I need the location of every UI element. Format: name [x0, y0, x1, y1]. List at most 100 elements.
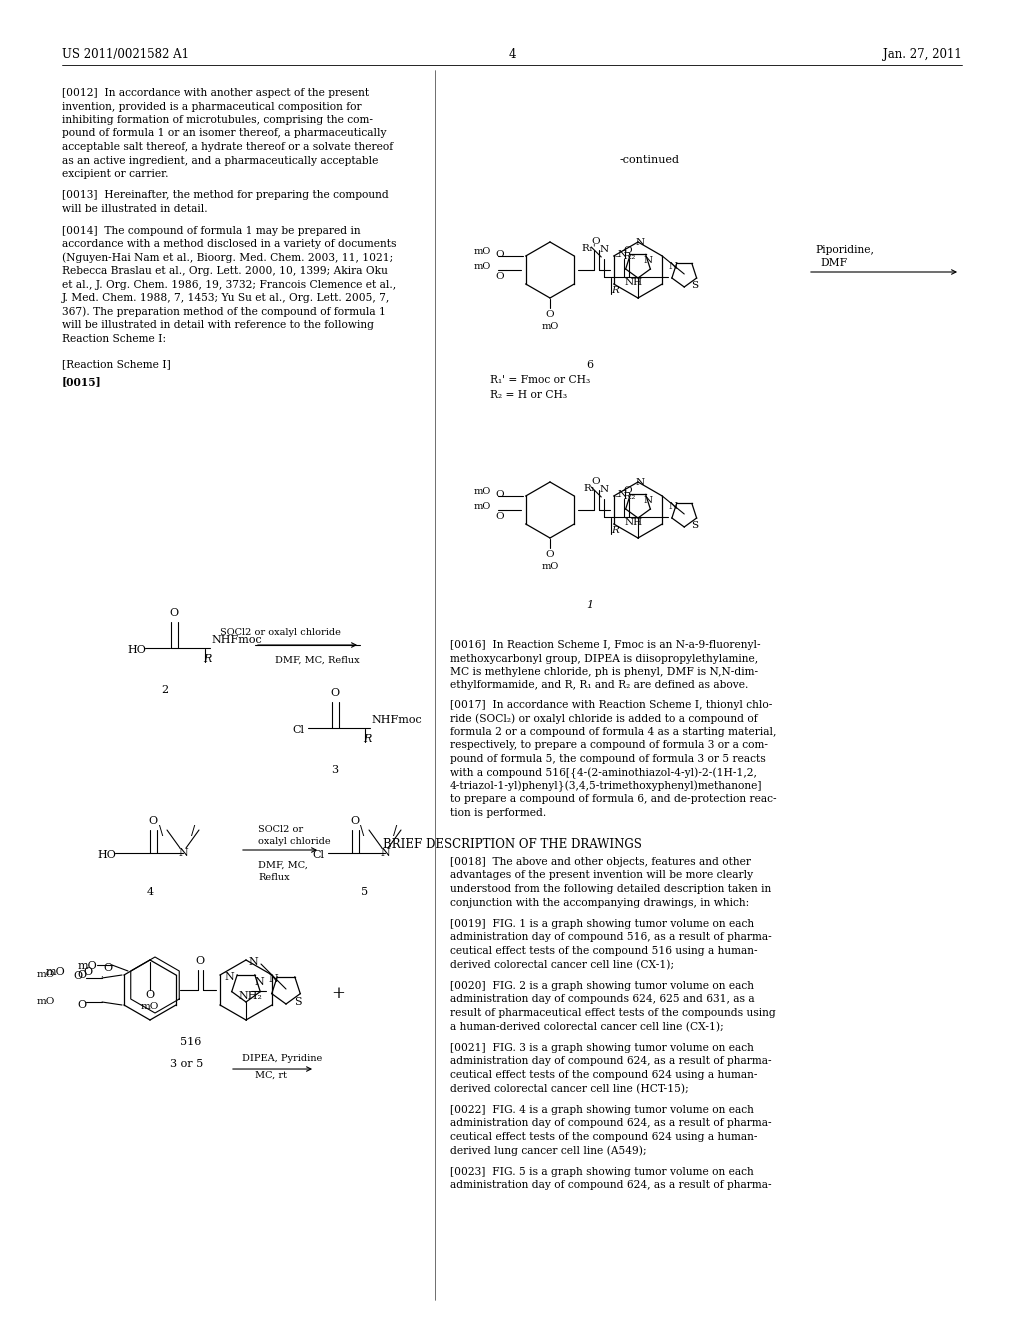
Text: Reflux: Reflux	[258, 873, 290, 882]
Text: R: R	[203, 653, 211, 664]
Text: 2: 2	[162, 685, 169, 696]
Text: ceutical effect tests of the compound 516 using a human-: ceutical effect tests of the compound 51…	[450, 946, 758, 956]
Text: NH: NH	[624, 517, 642, 527]
Text: – R₂: – R₂	[615, 492, 636, 502]
Text: accordance with a method disclosed in a variety of documents: accordance with a method disclosed in a …	[62, 239, 396, 249]
Text: 1: 1	[587, 601, 594, 610]
Text: N: N	[600, 484, 609, 494]
Text: 5: 5	[361, 887, 369, 898]
Text: R₁': R₁'	[582, 244, 597, 253]
Text: NHFmoc: NHFmoc	[371, 715, 422, 725]
Text: [0012]  In accordance with another aspect of the present: [0012] In accordance with another aspect…	[62, 88, 369, 98]
Text: R₁' = Fmoc or CH₃: R₁' = Fmoc or CH₃	[490, 375, 590, 385]
Text: N: N	[636, 238, 645, 247]
Text: /: /	[393, 825, 397, 838]
Text: N: N	[618, 490, 627, 499]
Text: O: O	[495, 249, 504, 259]
Text: [0022]  FIG. 4 is a graph showing tumor volume on each: [0022] FIG. 4 is a graph showing tumor v…	[450, 1105, 754, 1115]
Text: mO: mO	[542, 322, 559, 331]
Text: N: N	[380, 847, 390, 858]
Text: [0018]  The above and other objects, features and other: [0018] The above and other objects, feat…	[450, 857, 751, 867]
Text: N: N	[600, 246, 609, 253]
Text: tion is performed.: tion is performed.	[450, 808, 546, 818]
Text: O: O	[546, 310, 554, 319]
Text: administration day of compound 516, as a result of pharma-: administration day of compound 516, as a…	[450, 932, 772, 942]
Text: O: O	[73, 972, 82, 981]
Text: will be illustrated in detail.: will be illustrated in detail.	[62, 205, 208, 214]
Text: mO: mO	[45, 968, 65, 977]
Text: MC, rt: MC, rt	[255, 1071, 287, 1080]
Text: (Nguyen-Hai Nam et al., Bioorg. Med. Chem. 2003, 11, 1021;: (Nguyen-Hai Nam et al., Bioorg. Med. Che…	[62, 252, 393, 263]
Text: N: N	[248, 957, 258, 968]
Text: [0023]  FIG. 5 is a graph showing tumor volume on each: [0023] FIG. 5 is a graph showing tumor v…	[450, 1167, 754, 1177]
Text: NHFmoc: NHFmoc	[211, 635, 262, 645]
Text: 4: 4	[146, 887, 154, 898]
Text: respectively, to prepare a compound of formula 3 or a com-: respectively, to prepare a compound of f…	[450, 741, 768, 751]
Text: ceutical effect tests of the compound 624 using a human-: ceutical effect tests of the compound 62…	[450, 1133, 758, 1142]
Text: will be illustrated in detail with reference to the following: will be illustrated in detail with refer…	[62, 319, 374, 330]
Text: O: O	[148, 816, 158, 826]
Text: DMF: DMF	[820, 257, 847, 268]
Text: N: N	[178, 847, 187, 858]
Text: pound of formula 5, the compound of formula 3 or 5 reacts: pound of formula 5, the compound of form…	[450, 754, 766, 764]
Text: with a compound 516[{4-(2-aminothiazol-4-yl)-2-(1H-1,2,: with a compound 516[{4-(2-aminothiazol-4…	[450, 767, 757, 779]
Text: pound of formula 1 or an isomer thereof, a pharmaceutically: pound of formula 1 or an isomer thereof,…	[62, 128, 386, 139]
Text: N: N	[636, 478, 645, 487]
Text: [0019]  FIG. 1 is a graph showing tumor volume on each: [0019] FIG. 1 is a graph showing tumor v…	[450, 919, 754, 929]
Text: NH₂: NH₂	[238, 991, 262, 1001]
Text: N: N	[224, 972, 233, 982]
Text: +: +	[331, 985, 345, 1002]
Text: O: O	[495, 272, 504, 281]
Text: – R₂: – R₂	[615, 252, 636, 261]
Text: Cl: Cl	[312, 850, 324, 861]
Text: O: O	[592, 477, 600, 486]
Text: formula 2 or a compound of formula 4 as a starting material,: formula 2 or a compound of formula 4 as …	[450, 727, 776, 737]
Text: HO: HO	[97, 850, 116, 861]
Text: N: N	[644, 496, 653, 506]
Text: derived lung cancer cell line (A549);: derived lung cancer cell line (A549);	[450, 1146, 646, 1156]
Text: Jan. 27, 2011: Jan. 27, 2011	[884, 48, 962, 61]
Text: result of pharmaceutical effect tests of the compounds using: result of pharmaceutical effect tests of…	[450, 1008, 776, 1018]
Text: administration day of compound 624, as a result of pharma-: administration day of compound 624, as a…	[450, 1056, 772, 1067]
Text: 4-triazol-1-yl)phenyl}(3,4,5-trimethoxyphenyl)methanone]: 4-triazol-1-yl)phenyl}(3,4,5-trimethoxyp…	[450, 781, 763, 792]
Text: derived colorectal cancer cell line (CX-1);: derived colorectal cancer cell line (CX-…	[450, 960, 674, 970]
Text: R: R	[611, 525, 620, 535]
Text: S: S	[691, 281, 698, 290]
Text: methoxycarbonyl group, DIPEA is diisopropylethylamine,: methoxycarbonyl group, DIPEA is diisopro…	[450, 653, 758, 664]
Text: /: /	[191, 825, 196, 838]
Text: mO: mO	[474, 247, 492, 256]
Text: DMF, MC,: DMF, MC,	[258, 861, 308, 870]
Text: ride (SOCl₂) or oxalyl chloride is added to a compound of: ride (SOCl₂) or oxalyl chloride is added…	[450, 714, 758, 725]
Text: et al., J. Org. Chem. 1986, 19, 3732; Francois Clemence et al.,: et al., J. Org. Chem. 1986, 19, 3732; Fr…	[62, 280, 396, 289]
Text: -continued: -continued	[620, 154, 680, 165]
Text: understood from the following detailed description taken in: understood from the following detailed d…	[450, 884, 771, 894]
Text: acceptable salt thereof, a hydrate thereof or a solvate thereof: acceptable salt thereof, a hydrate there…	[62, 143, 393, 152]
Text: O: O	[546, 550, 554, 558]
Text: mO: mO	[474, 502, 492, 511]
Text: NH: NH	[624, 279, 642, 286]
Text: O: O	[77, 1001, 86, 1010]
Text: N: N	[669, 502, 677, 511]
Text: US 2011/0021582 A1: US 2011/0021582 A1	[62, 48, 189, 61]
Text: \: \	[360, 825, 365, 838]
Text: O: O	[169, 609, 178, 618]
Text: O: O	[350, 816, 359, 826]
Text: [0017]  In accordance with Reaction Scheme I, thionyl chlo-: [0017] In accordance with Reaction Schem…	[450, 700, 772, 710]
Text: N: N	[618, 249, 627, 259]
Text: administration day of compound 624, as a result of pharma-: administration day of compound 624, as a…	[450, 1118, 772, 1129]
Text: 6: 6	[587, 360, 594, 370]
Text: mO: mO	[77, 961, 97, 972]
Text: 516: 516	[180, 1038, 202, 1047]
Text: S: S	[691, 521, 698, 531]
Text: mO: mO	[542, 562, 559, 572]
Text: O: O	[495, 490, 504, 499]
Text: O: O	[623, 486, 632, 495]
Text: Rebecca Braslau et al., Org. Lett. 2000, 10, 1399; Akira Oku: Rebecca Braslau et al., Org. Lett. 2000,…	[62, 267, 388, 276]
Text: ethylformamide, and R, R₁ and R₂ are defined as above.: ethylformamide, and R, R₁ and R₂ are def…	[450, 681, 749, 690]
Text: 3 or 5: 3 or 5	[170, 1059, 203, 1069]
Text: N: N	[254, 977, 264, 987]
Text: R: R	[611, 286, 620, 294]
Text: O: O	[196, 956, 205, 966]
Text: to prepare a compound of formula 6, and de-protection reac-: to prepare a compound of formula 6, and …	[450, 795, 776, 804]
Text: administration day of compounds 624, 625 and 631, as a: administration day of compounds 624, 625…	[450, 994, 755, 1005]
